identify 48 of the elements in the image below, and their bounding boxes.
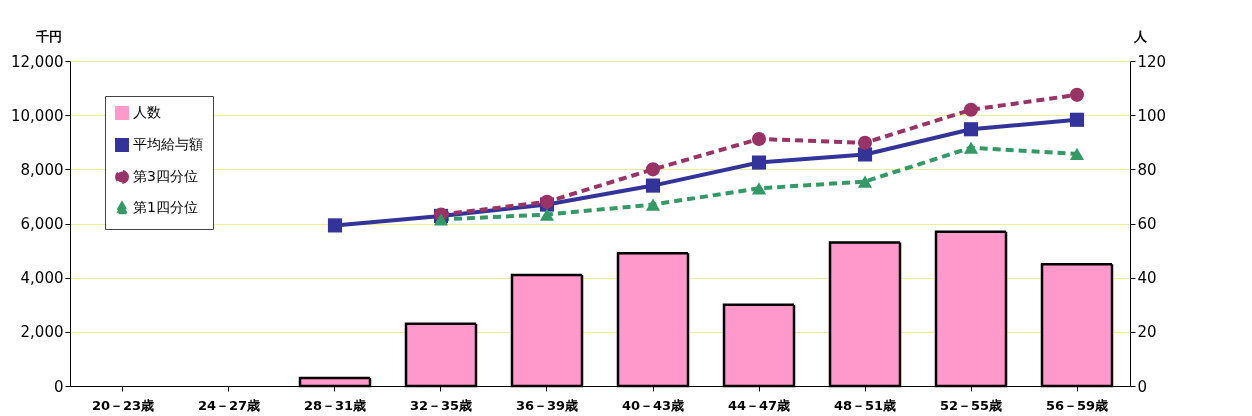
y2-tick-label: 120: [1137, 52, 1167, 71]
point: [751, 155, 767, 170]
point: [963, 102, 979, 117]
x-tick-label: 56－59歳: [1045, 397, 1109, 413]
point: [1069, 147, 1085, 161]
point: [751, 131, 767, 147]
x-tick-label: 20－23歳: [91, 397, 155, 413]
point: [645, 178, 661, 193]
y2-tick-label: 0: [1137, 377, 1148, 396]
legend-label: 第3四分位: [133, 168, 198, 184]
y2-tick-label: 100: [1137, 106, 1167, 125]
x-tick-label: 44－47歳: [727, 397, 791, 413]
y-tick-label: 10,000: [11, 106, 64, 125]
legend-label: 人数: [133, 104, 161, 120]
y2-tick-label: 60: [1137, 215, 1157, 233]
legend-label: 平均給与額: [133, 136, 203, 152]
point: [751, 182, 767, 195]
y-axis-title: 千円: [34, 28, 62, 44]
x-tick-label: 40－43歳: [621, 397, 685, 413]
point: [857, 147, 873, 162]
y-tick-label: 4,000: [20, 269, 64, 288]
y-tick-label: 12,000: [11, 52, 64, 71]
y2-axis-title: 人: [1133, 28, 1148, 44]
point: [857, 175, 873, 188]
x-tick-label: 24－27歳: [197, 397, 261, 413]
y2-tick-label: 40: [1137, 269, 1157, 288]
point: [327, 218, 343, 233]
y-tick-label: 6,000: [20, 215, 64, 233]
y-tick-label: 8,000: [20, 160, 64, 179]
point: [963, 141, 979, 154]
y2-tick-label: 80: [1137, 160, 1157, 179]
point: [645, 198, 661, 211]
y-tick-label: 2,000: [20, 323, 64, 342]
point: [963, 122, 979, 137]
y-tick-label: 0: [53, 377, 64, 396]
point: [539, 208, 555, 221]
point: [1069, 87, 1085, 102]
y2-tick-label: 20: [1137, 323, 1157, 342]
point: [1069, 112, 1085, 127]
x-tick-label: 48－51歳: [833, 397, 897, 413]
point: [645, 162, 661, 177]
x-tick-label: 28－31歳: [303, 397, 367, 413]
x-tick-label: 52－55歳: [939, 397, 1003, 413]
point: [857, 135, 873, 150]
point: [433, 213, 449, 226]
legend-label: 第1四分位: [133, 199, 198, 215]
x-tick-label: 36－39歳: [515, 397, 579, 413]
x-tick-label: 32－35歳: [409, 397, 473, 413]
